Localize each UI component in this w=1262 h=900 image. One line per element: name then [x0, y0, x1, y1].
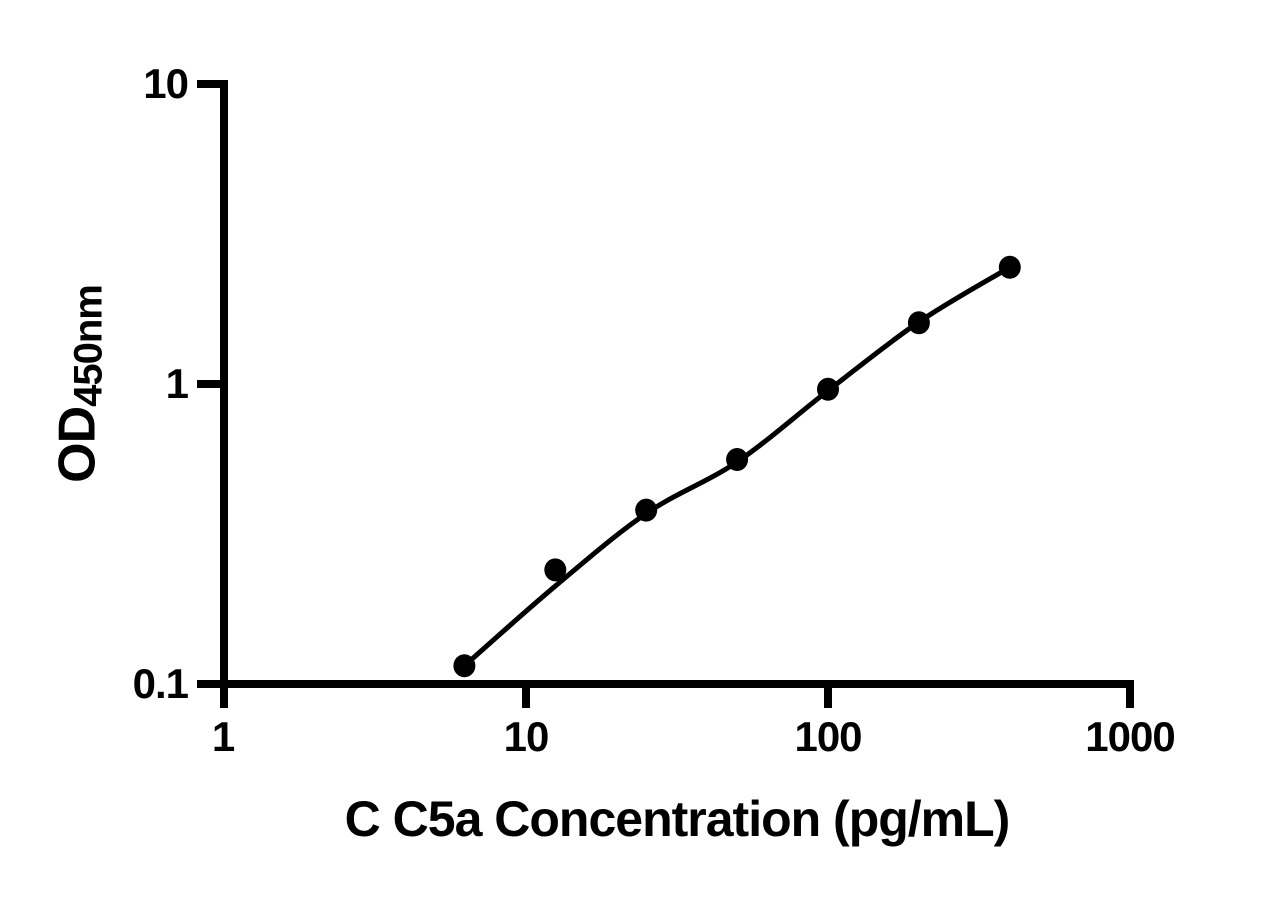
x-tick-label-100: 100: [794, 713, 862, 760]
x-tick-label-10: 10: [503, 713, 550, 760]
x-axis-title: C C5a Concentration (pg/mL): [344, 791, 1011, 847]
y-axis-title-subscript: 450nm: [66, 285, 111, 407]
x-tick-label-1: 1: [211, 713, 235, 760]
data-point: [453, 654, 476, 678]
y-tick-label-1: 1: [165, 360, 189, 407]
data-point: [817, 377, 839, 401]
data-point: [998, 255, 1021, 279]
data-point: [907, 311, 930, 335]
data-point: [635, 498, 658, 522]
y-tick-label-0-1: 0.1: [132, 660, 189, 707]
y-tick-label-10: 10: [143, 60, 189, 107]
y-axis-title: OD450nm: [48, 285, 111, 483]
data-point: [726, 448, 749, 471]
x-tick-label-1000: 1000: [1085, 713, 1175, 760]
y-axis-title-main: OD: [48, 406, 107, 483]
data-point: [544, 558, 567, 582]
